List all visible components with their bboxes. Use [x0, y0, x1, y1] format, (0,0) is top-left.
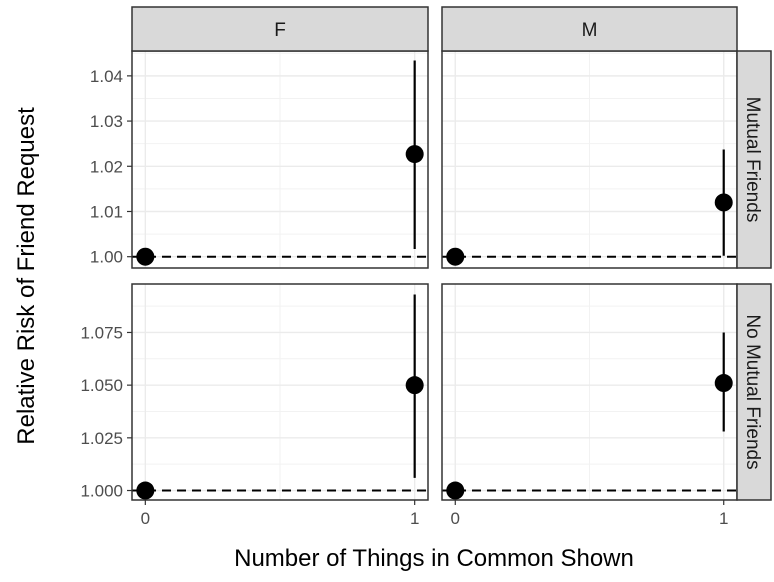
- strip-row-mutual-friends: [736, 50, 772, 269]
- data-point: [714, 193, 733, 212]
- panel-m-no-mutual-friends: [441, 283, 738, 501]
- strip-col-label-m: M: [582, 20, 598, 41]
- strips-layer: F M Mutual Friends No Mutual Friends: [131, 6, 772, 501]
- x-tick-label: 0: [141, 509, 150, 528]
- axes-layer: 1.00 1.01 1.02 1.03 1.04 1.000 1.025 1.050 1.075…: [80, 67, 728, 528]
- panel-f-no-mutual-friends-border: [131, 283, 429, 501]
- strip-col-label-f: F: [274, 20, 286, 41]
- data-point: [405, 145, 424, 164]
- strip-col-m: [441, 6, 738, 52]
- data-point: [136, 247, 155, 266]
- data-point: [714, 374, 733, 393]
- data-point: [446, 481, 465, 500]
- y-tick-label: 1.04: [90, 67, 123, 86]
- strip-row-no-mutual-friends: [736, 283, 772, 501]
- y-axis-title: Relative Risk of Friend Request: [13, 107, 40, 445]
- panels-layer: [131, 50, 738, 501]
- panel-f-no-mutual-friends: [131, 283, 429, 501]
- strip-row-label-no-mutual-friends: No Mutual Friends: [742, 314, 763, 469]
- y-tick-label: 1.00: [90, 248, 123, 267]
- y-tick-label: 1.03: [90, 112, 123, 131]
- data-point: [446, 247, 465, 266]
- y-tick-label: 1.025: [80, 429, 123, 448]
- x-tick-label: 0: [451, 509, 460, 528]
- panel-f-mutual-friends: [131, 50, 429, 269]
- x-tick-label: 1: [719, 509, 728, 528]
- strip-row-label-mutual-friends: Mutual Friends: [742, 97, 763, 223]
- y-tick-label: 1.000: [80, 482, 123, 501]
- y-tick-label: 1.01: [90, 202, 123, 221]
- strip-col-f: [131, 6, 429, 52]
- y-tick-label: 1.050: [80, 376, 123, 395]
- x-axis-title: Number of Things in Common Shown: [234, 545, 634, 572]
- data-point: [405, 376, 424, 395]
- y-tick-label: 1.02: [90, 157, 123, 176]
- x-tick-label: 1: [410, 509, 419, 528]
- panel-m-mutual-friends: [441, 50, 738, 269]
- data-point: [136, 481, 155, 500]
- y-tick-label: 1.075: [80, 323, 123, 342]
